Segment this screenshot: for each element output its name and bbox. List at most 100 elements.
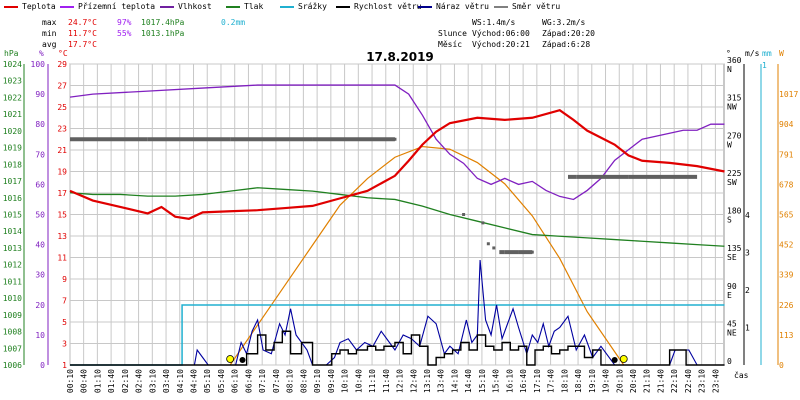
temperature-axis-tick: 7 [62,297,67,306]
temperature-axis-tick: 19 [57,168,67,177]
humidity-axis-tick: 90 [35,90,45,99]
stat-sun-label: Slunce [438,29,467,38]
x-tick-label: 08:10 [286,369,295,393]
x-tick-label: 16:40 [519,369,528,393]
stat-min-label: min [42,29,57,38]
chart-title: 17.8.2019 [366,50,434,64]
legend: Teplota Přízemní teplota Vlhkost Tlak Srážky… [0,0,800,16]
solar-tick: 113 [779,331,794,340]
humidity-axis-tick: 70 [35,150,45,159]
x-tick-label: 17:40 [547,369,556,393]
x-tick-label: 15:40 [492,369,501,393]
x-tick-label: 08:40 [299,369,308,393]
legend-label: Náraz větru [436,2,489,11]
x-tick-label: 11:10 [368,369,377,393]
legend-swatch [160,5,174,8]
rain-tick: 1 [762,61,767,70]
stat-max-hum: 97% [117,18,132,27]
x-tick-label: 20:10 [615,369,624,393]
humidity-axis-tick: 60 [35,180,45,189]
pressure-axis-tick: 1011 [3,277,22,286]
x-tick-label: 23:10 [698,369,707,393]
wind-direction-point [481,221,485,225]
x-tick-label: 01:40 [107,369,116,393]
stats-panel: max 24.7°C 97% 1017.4hPa 0.2mm min 11.7°… [0,16,800,50]
stat-moon-set: Západ:6:28 [542,40,591,49]
x-tick-label: 18:40 [574,369,583,393]
compass-label: SE [727,253,737,262]
x-tick-label: 16:10 [505,369,514,393]
series-pressure [69,187,725,247]
x-tick-label: 05:10 [203,369,212,393]
compass-label: NW [727,103,737,112]
temperature-axis-tick: 25 [57,103,67,112]
direction-tick: 135 [727,244,742,253]
x-tick-label: 21:40 [656,369,665,393]
solar-tick: 339 [779,271,794,280]
x-tick-label: 17:10 [533,369,542,393]
x-tick-label: 20:40 [629,369,638,393]
temperature-axis-tick: 23 [57,125,67,134]
pressure-axis-tick: 1017 [3,177,22,186]
legend-label: Přízemní teplota [78,2,156,11]
legend-swatch [4,5,18,8]
wind-direction-point [492,246,496,250]
stat-max-press: 1017.4hPa [141,18,185,27]
legend-swatch [280,5,294,8]
x-tick-label: 15:10 [478,369,487,393]
series-wind-speed [70,330,725,366]
rain-axis-label: mm [762,49,772,58]
stat-avg-temp: 17.7°C [68,40,97,49]
x-tick-label: 09:40 [327,369,336,393]
x-tick-label: 22:40 [684,369,693,393]
solar-tick: 791 [779,150,794,159]
direction-tick: 225 [727,169,742,178]
stat-moon-rise: Východ:20:21 [472,40,530,49]
temperature-axis-tick: 11 [57,254,67,263]
humidity-axis-tick: 0 [40,361,45,370]
humidity-axis-tick: 30 [35,271,45,280]
humidity-axis-tick: 100 [31,60,46,69]
legend-label: Rychlost větru [354,2,422,11]
compass-label: W [727,140,732,149]
legend-item: Tlak [226,2,263,11]
direction-tick: 0 [727,357,732,366]
wind-tick: 1 [745,324,750,333]
pressure-axis-tick: 1024 [3,60,22,69]
pressure-axis-tick: 1021 [3,110,22,119]
humidity-axis-label: % [39,49,44,58]
x-tick-label: 05:40 [217,369,226,393]
wind-direction-point [462,213,466,216]
stat-min-press: 1013.1hPa [141,29,185,38]
stat-wg: WG:3.2m/s [542,18,586,27]
x-tick-label: 06:10 [231,369,240,393]
stat-min-hum: 55% [117,29,132,38]
pressure-axis-tick: 1010 [3,294,22,303]
x-tick-label: 13:10 [423,369,432,393]
stat-min-temp: 11.7°C [68,29,97,38]
wind-tick: 4 [745,211,750,220]
compass-label: SW [727,178,737,187]
x-tick-label: 01:10 [93,369,102,393]
direction-tick: 270 [727,131,742,140]
x-tick-label: 03:10 [148,369,157,393]
x-tick-label: 04:40 [190,369,199,393]
legend-swatch [226,5,240,8]
temperature-axis-tick: 13 [57,232,67,241]
pressure-axis-tick: 1018 [3,160,22,169]
direction-axis-label: ° [726,49,731,58]
wind-direction-point [530,250,534,254]
x-tick-label: 13:40 [437,369,446,393]
series-temperature [69,109,725,220]
x-tick-label: 07:10 [258,369,267,393]
pressure-axis-tick: 1008 [3,328,22,337]
legend-label: Srážky [298,2,327,11]
wind-axis-label: m/s [745,49,760,58]
x-tick-label: 19:40 [602,369,611,393]
humidity-axis-tick: 80 [35,120,45,129]
stat-ws: WS:1.4m/s [472,18,516,27]
legend-label: Tlak [244,2,264,11]
x-tick-label: 10:40 [354,369,363,393]
x-tick-label: 23:40 [711,369,720,393]
x-tick-label: 12:10 [396,369,405,393]
